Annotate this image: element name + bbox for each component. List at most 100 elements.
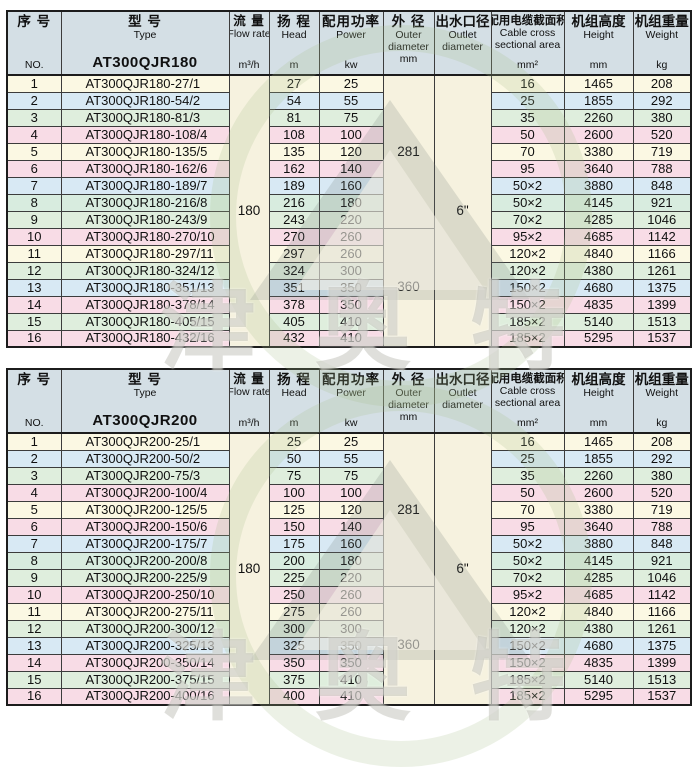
header-weight-en: Weight <box>645 387 679 400</box>
table-row: 9 AT300QJR180-243/9 243 220 70×2 4285 1046 <box>6 210 692 229</box>
cell-height: 2260 <box>563 108 634 127</box>
header-height: 机组高度 Height mm <box>563 10 634 76</box>
header-type-en: Type <box>133 29 157 42</box>
header-power-en: Power <box>336 387 366 400</box>
cell-no: 8 <box>6 551 62 570</box>
header-outlet-diameter: 出水口径 Outlet diameter <box>433 10 492 76</box>
cell-cable: 120×2 <box>490 602 565 621</box>
cell-power: 120 <box>318 142 384 161</box>
cell-power: 300 <box>318 261 384 280</box>
table-row: 10 AT300QJR180-270/10 270 260 360 95×2 4685 114… <box>6 227 692 348</box>
table-row: 14 AT300QJR180-378/14 378 350 150×2 4835 1399 <box>6 295 692 314</box>
cell-head: 275 <box>268 602 320 621</box>
header-weight-cn: 机组重量 <box>634 372 689 387</box>
cell-power: 260 <box>318 244 384 263</box>
cell-power: 410 <box>318 670 384 689</box>
cell-outer-diameter: 360 <box>382 227 435 348</box>
header-head-cn: 扬 程 <box>277 14 311 29</box>
cell-height: 3640 <box>563 517 634 536</box>
header-flow-cn: 流 量 <box>233 372 265 386</box>
cell-no: 1 <box>6 74 62 93</box>
cell-cable: 95 <box>490 159 565 178</box>
header-cable: 配用电缆截面积 Cable cross sectional area mm² <box>490 368 565 434</box>
pump-spec-table: 序 号 NO. 型 号 Type AT300QJR180 流 量 Flow rate m³… <box>6 10 692 348</box>
cell-cable: 70 <box>490 500 565 519</box>
cell-no: 15 <box>6 312 62 331</box>
header-power-cn: 配用功率 <box>322 14 380 29</box>
cell-head: 189 <box>268 176 320 195</box>
header-outlet-cn: 出水口径 <box>435 14 490 29</box>
cell-weight: 921 <box>632 551 692 570</box>
cell-weight: 848 <box>632 534 692 553</box>
header-power: 配用功率 Power kw <box>318 368 384 434</box>
cell-height: 1855 <box>563 91 634 110</box>
table-row: 15 AT300QJR200-375/15 375 410 185×2 5140 1513 <box>6 670 692 689</box>
header-height-en: Height <box>583 29 614 42</box>
cell-cable: 185×2 <box>490 312 565 331</box>
cell-head: 200 <box>268 551 320 570</box>
cell-no: 3 <box>6 108 62 127</box>
table-row: 1 AT300QJR180-27/1 180 27 25 281 6" 16 1465 208 <box>6 74 692 348</box>
header-flow: 流 量 Flow rate m³/h <box>228 10 270 76</box>
cell-head: 81 <box>268 108 320 127</box>
table-row: 1 AT300QJR200-25/1 180 25 25 281 6" 16 1465 208 <box>6 432 692 706</box>
cell-power: 410 <box>318 329 384 348</box>
header-outer-cn: 外 径 <box>391 372 426 387</box>
cell-head: 50 <box>268 449 320 468</box>
cell-weight: 1142 <box>632 227 692 246</box>
cell-type: AT300QJR200-150/6 <box>60 517 230 536</box>
header-power: 配用功率 Power kw <box>318 10 384 76</box>
header-model: AT300QJR200 <box>92 412 198 430</box>
header-head-unit: m <box>289 59 299 71</box>
cell-height: 1855 <box>563 449 634 468</box>
cell-cable: 185×2 <box>490 329 565 348</box>
cell-no: 9 <box>6 210 62 229</box>
header-outer-unit: mm <box>399 411 418 424</box>
cell-no: 2 <box>6 91 62 110</box>
header-type-en: Type <box>133 387 157 400</box>
cell-cable: 185×2 <box>490 670 565 689</box>
cell-head: 100 <box>268 483 320 502</box>
cell-height: 2260 <box>563 466 634 485</box>
cell-cable: 95×2 <box>490 585 565 604</box>
cell-power: 160 <box>318 534 384 553</box>
cell-weight: 380 <box>632 466 692 485</box>
header-flow-en: Flow rate <box>229 28 269 41</box>
cell-height: 3380 <box>563 500 634 519</box>
cell-power: 25 <box>318 74 384 93</box>
cell-height: 4145 <box>563 551 634 570</box>
cell-weight: 208 <box>632 432 692 451</box>
cell-cable: 50 <box>490 125 565 144</box>
cell-no: 5 <box>6 142 62 161</box>
cell-no: 13 <box>6 278 62 297</box>
table-row: 6 AT300QJR180-162/6 162 140 95 3640 788 <box>6 159 692 178</box>
table-row: 8 AT300QJR200-200/8 200 180 50×2 4145 921 <box>6 551 692 570</box>
header-power-cn: 配用功率 <box>322 372 380 387</box>
cell-weight: 1513 <box>632 670 692 689</box>
cell-no: 14 <box>6 653 62 672</box>
cell-height: 4285 <box>563 210 634 229</box>
header-outer-diameter: 外 径 Outer diameter mm <box>382 368 435 434</box>
cell-no: 7 <box>6 534 62 553</box>
cell-power: 350 <box>318 278 384 297</box>
cell-weight: 292 <box>632 91 692 110</box>
cell-weight: 921 <box>632 193 692 212</box>
header-no-en: NO. <box>24 59 44 71</box>
cell-no: 6 <box>6 517 62 536</box>
cell-head: 250 <box>268 585 320 604</box>
cell-head: 378 <box>268 295 320 314</box>
cell-power: 55 <box>318 449 384 468</box>
cell-type: AT300QJR200-250/10 <box>60 585 230 604</box>
cell-power: 100 <box>318 483 384 502</box>
cell-type: AT300QJR200-75/3 <box>60 466 230 485</box>
catalog-page: { "watermark": { "chars": ["津", "奥", "特"… <box>6 10 692 767</box>
cell-no: 4 <box>6 125 62 144</box>
table-row: 9 AT300QJR200-225/9 225 220 70×2 4285 1046 <box>6 568 692 587</box>
cell-head: 150 <box>268 517 320 536</box>
cell-cable: 120×2 <box>490 261 565 280</box>
header-outlet-diameter: 出水口径 Outlet diameter <box>433 368 492 434</box>
header-power-en: Power <box>336 29 366 42</box>
header-outer-en2: diameter <box>388 41 429 54</box>
cell-head: 225 <box>268 568 320 587</box>
cell-cable: 70×2 <box>490 568 565 587</box>
